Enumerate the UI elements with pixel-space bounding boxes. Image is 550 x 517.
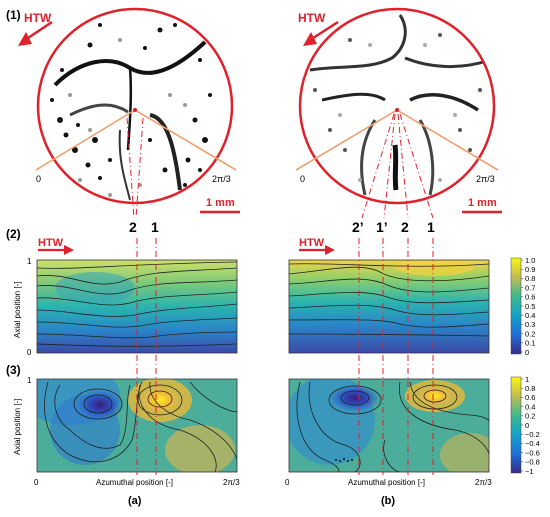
colorbar-top-label-5: 0.5 <box>525 302 535 311</box>
htw-label-a: HTW <box>24 11 52 25</box>
colorbar-top-label-0: 1.0 <box>525 256 535 265</box>
correlation-map-a: 1 Axial position [-] 0 2π/3 Azumuthal po… <box>13 376 240 507</box>
panel-label-row1: (1) <box>6 8 21 22</box>
a3-x-left: 0 <box>34 478 39 487</box>
temperature-map-b <box>288 259 490 354</box>
htw-arrowhead-b2 <box>325 245 335 255</box>
colorbar-bottom-label-9: −0.8 <box>525 458 540 467</box>
angle-max-a: 2π/3 <box>212 174 231 184</box>
panel-label-row3: (3) <box>6 363 21 377</box>
a2-y-top: 1 <box>27 257 32 266</box>
circle-outline-b <box>298 7 496 205</box>
marker-line-a-2b <box>135 117 144 219</box>
b3-xlabel: Azumuthal position [-] <box>348 478 425 487</box>
colorbar-top-label-4: 0.6 <box>525 293 535 302</box>
cross-section-b: HTW 0 2π/3 1 mm <box>295 7 502 214</box>
colorbar-top-label-2: 0.8 <box>525 274 535 283</box>
marker-line-b-1-top <box>399 113 434 219</box>
colorbar-bottom-label-10: −1 <box>525 467 534 476</box>
col-label-a: (a) <box>128 495 142 507</box>
colorbar-bottom-label-5: 0 <box>525 421 529 430</box>
b3-x-left: 0 <box>285 478 290 487</box>
colorbar-bottom-label-1: 0.8 <box>525 384 535 393</box>
colorbar-top-label-8: 0.2 <box>525 329 535 338</box>
marker-label-b-2prime: 2’ <box>352 219 364 235</box>
a2-y-bottom: 0 <box>27 348 32 357</box>
contours-a3 <box>37 379 237 472</box>
angle-max-b: 2π/3 <box>476 174 495 184</box>
htw-arrow-b <box>309 20 339 42</box>
angle-zero-b: 0 <box>300 174 305 184</box>
colorbar-bottom-label-4: 0.2 <box>525 412 535 421</box>
colorbar-top-label-9: 0.1 <box>525 339 535 348</box>
center-point-b <box>395 108 399 112</box>
marker-label-b-1prime: 1’ <box>376 219 388 235</box>
circle-outline-a <box>36 7 234 205</box>
htw-arrow-a <box>24 20 53 42</box>
colorbar-bottom-label-8: −0.6 <box>525 448 540 457</box>
col-label-b: (b) <box>381 495 395 507</box>
a3-y-top: 1 <box>27 376 32 385</box>
marker-label-b-1: 1 <box>427 219 435 235</box>
center-point-a <box>133 108 137 112</box>
colorbar-bottom: 10.80.60.40.20−0.2−0.4−0.6−0.8−1 <box>510 375 540 476</box>
htw-label-a2: HTW <box>38 237 64 249</box>
colorbar-bottom-label-7: −0.4 <box>525 439 540 448</box>
htw-arrowhead-b <box>303 32 317 46</box>
a3-ylabel: Axial position [-] <box>13 399 22 455</box>
angle-zero-a: 0 <box>36 174 41 184</box>
colorbar-top-label-1: 0.9 <box>525 265 535 274</box>
marker-line-b-2prime-top <box>361 113 395 219</box>
pipe-cross-section-b <box>300 9 494 203</box>
marker-line-b-2-top <box>397 113 409 219</box>
speckle-pattern-a <box>50 23 212 201</box>
colorbar-top-label-10: 0 <box>525 348 529 357</box>
colorbar-bottom-label-0: 1 <box>525 375 529 384</box>
htw-label-b2: HTW <box>299 237 325 249</box>
colorbar-top-label-6: 0.4 <box>525 311 535 320</box>
panel-label-row2: (2) <box>6 227 21 241</box>
a3-x-right: 2π/3 <box>223 478 240 487</box>
marker-label-a-1: 1 <box>151 219 159 235</box>
b3-x-right: 2π/3 <box>475 478 492 487</box>
marker-lines <box>126 113 434 475</box>
contours-a2 <box>37 261 237 347</box>
colorbar-bottom-label-3: 0.4 <box>525 402 535 411</box>
colorbar-top: 1.00.90.80.70.60.50.40.30.20.10 <box>510 256 535 357</box>
colorbar-top-label-3: 0.7 <box>525 283 535 292</box>
marker-line-b-1prime-top <box>383 113 396 219</box>
scale-bar-label-a: 1 mm <box>206 197 235 209</box>
htw-arrowhead-a2 <box>64 245 74 255</box>
a3-xlabel: Azumuthal position [-] <box>96 478 173 487</box>
htw-arrowhead-a <box>18 32 32 46</box>
marker-label-a-2: 2 <box>129 219 137 235</box>
scale-bar-label-b: 1 mm <box>468 197 497 209</box>
marker-label-b-2: 2 <box>401 219 409 235</box>
contours-b3 <box>289 379 489 472</box>
cross-section-a: HTW 0 2π/3 1 mm <box>18 7 240 214</box>
marker-line-a-2a <box>126 117 135 219</box>
colorbar-bottom-label-2: 0.6 <box>525 393 535 402</box>
htw-label-b: HTW <box>298 11 326 25</box>
correlation-map-b: 0 2π/3 Azumuthal position [-] (b) <box>285 378 492 507</box>
colorbar-top-label-7: 0.3 <box>525 320 535 329</box>
colorbar-bottom-label-6: −0.2 <box>525 430 540 439</box>
contours-b2 <box>289 260 489 337</box>
a2-ylabel: Axial position [-] <box>13 282 22 338</box>
temperature-map-a: 1 0 Axial position [-] <box>13 257 238 357</box>
